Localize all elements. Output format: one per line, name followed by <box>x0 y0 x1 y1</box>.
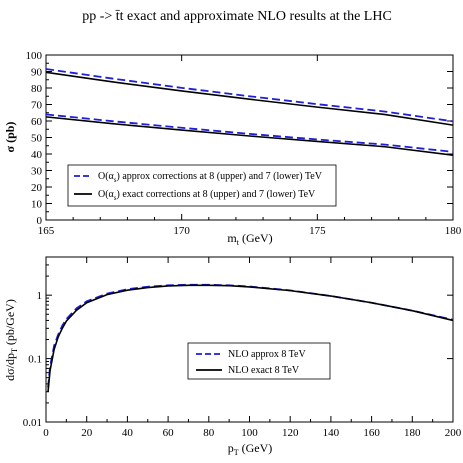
top-chart-ytick-label: 50 <box>31 133 43 145</box>
bottom-chart-ticks: 0 20 40 60 80 100 120 140 160 180 200 0.01 0.1 1 <box>23 256 462 439</box>
bottom-chart-ytick-label: 0.1 <box>28 354 42 366</box>
top-chart-xtick-label: 165 <box>38 225 55 237</box>
top-chart-ytick-label: 90 <box>31 67 43 79</box>
bottom-chart-ylabel: dσ/dpT (pb/GeV) <box>3 299 19 381</box>
top-chart-legend-label: O(αs) exact corrections at 8 (upper) and… <box>98 189 316 202</box>
bottom-chart-series-approx <box>47 283 454 388</box>
top-chart-ytick-label: 30 <box>31 166 43 178</box>
bottom-chart-xtick-label: 20 <box>81 427 93 439</box>
top-chart-ylabel: σ (pb) <box>3 122 17 153</box>
bottom-chart-frame <box>45 256 454 423</box>
top-chart-ytick-label: 20 <box>31 182 43 194</box>
bottom-chart-xtick-label: 200 <box>445 427 462 439</box>
top-chart-legend-label: O(αs) approx corrections at 8 (upper) an… <box>98 171 323 184</box>
top-chart-ticks: 165 170 175 180 0 10 20 30 40 50 60 70 80 90 100 <box>26 50 462 237</box>
top-chart-ytick-label: 60 <box>31 116 43 128</box>
top-chart-xtick-label: 180 <box>445 225 462 237</box>
bottom-chart-xtick-label: 160 <box>363 427 380 439</box>
top-chart-xtick-label: 175 <box>309 225 326 237</box>
bottom-chart-xtick-label: 120 <box>282 427 299 439</box>
top-chart-series-exact-8tev <box>45 71 454 126</box>
top-chart-ytick-label: 100 <box>26 50 43 62</box>
top-chart-legend: O(αs) approx corrections at 8 (upper) an… <box>74 171 323 202</box>
bottom-chart-xlabel: pT (GeV) <box>228 441 273 457</box>
bottom-chart-xtick-label: 60 <box>163 427 175 439</box>
bottom-chart-xtick-label: 180 <box>404 427 421 439</box>
top-chart-series-approx-8tev <box>45 68 454 123</box>
top-chart-series <box>45 68 454 156</box>
top-chart-xtick-label: 170 <box>173 225 190 237</box>
bottom-chart-xtick-label: 80 <box>203 427 215 439</box>
top-chart-series-exact-7tev <box>45 116 454 156</box>
bottom-chart-xtick-label: 140 <box>323 427 340 439</box>
bottom-chart-xtick-label: 40 <box>122 427 134 439</box>
bottom-chart-ytick-label: 1 <box>37 290 43 302</box>
top-chart-ytick-label: 40 <box>31 149 43 161</box>
top-chart-ytick-label: 70 <box>31 100 43 112</box>
top-chart: 165 170 175 180 0 10 20 30 40 50 60 70 80 90 100 σ (pb… <box>3 50 462 247</box>
bottom-chart-legend: NLO approx 8 TeV NLO exact 8 TeV <box>196 349 306 376</box>
bottom-chart-legend-box <box>187 342 331 380</box>
bottom-chart-legend-label: NLO exact 8 TeV <box>228 365 300 376</box>
top-chart-series-approx-7tev <box>45 113 454 153</box>
bottom-chart-series <box>47 283 454 392</box>
figure-title: pp -> t̄t exact and approximate NLO resu… <box>82 9 392 24</box>
bottom-chart-legend-label: NLO approx 8 TeV <box>228 349 306 360</box>
bottom-chart-xtick-label: 100 <box>241 427 258 439</box>
bottom-chart-series-exact <box>47 284 454 392</box>
bottom-chart-xtick-label: 0 <box>43 427 49 439</box>
top-chart-xlabel: mt (GeV) <box>227 231 272 247</box>
top-chart-ytick-label: 0 <box>37 215 43 227</box>
top-chart-ytick-label: 10 <box>31 199 43 211</box>
bottom-chart-ytick-label: 0.01 <box>23 417 42 429</box>
top-chart-ytick-label: 80 <box>31 83 43 95</box>
top-chart-legend-box <box>67 164 337 207</box>
bottom-chart: 0 20 40 60 80 100 120 140 160 180 200 0.01 0.1 1 dσ/d… <box>3 256 462 457</box>
